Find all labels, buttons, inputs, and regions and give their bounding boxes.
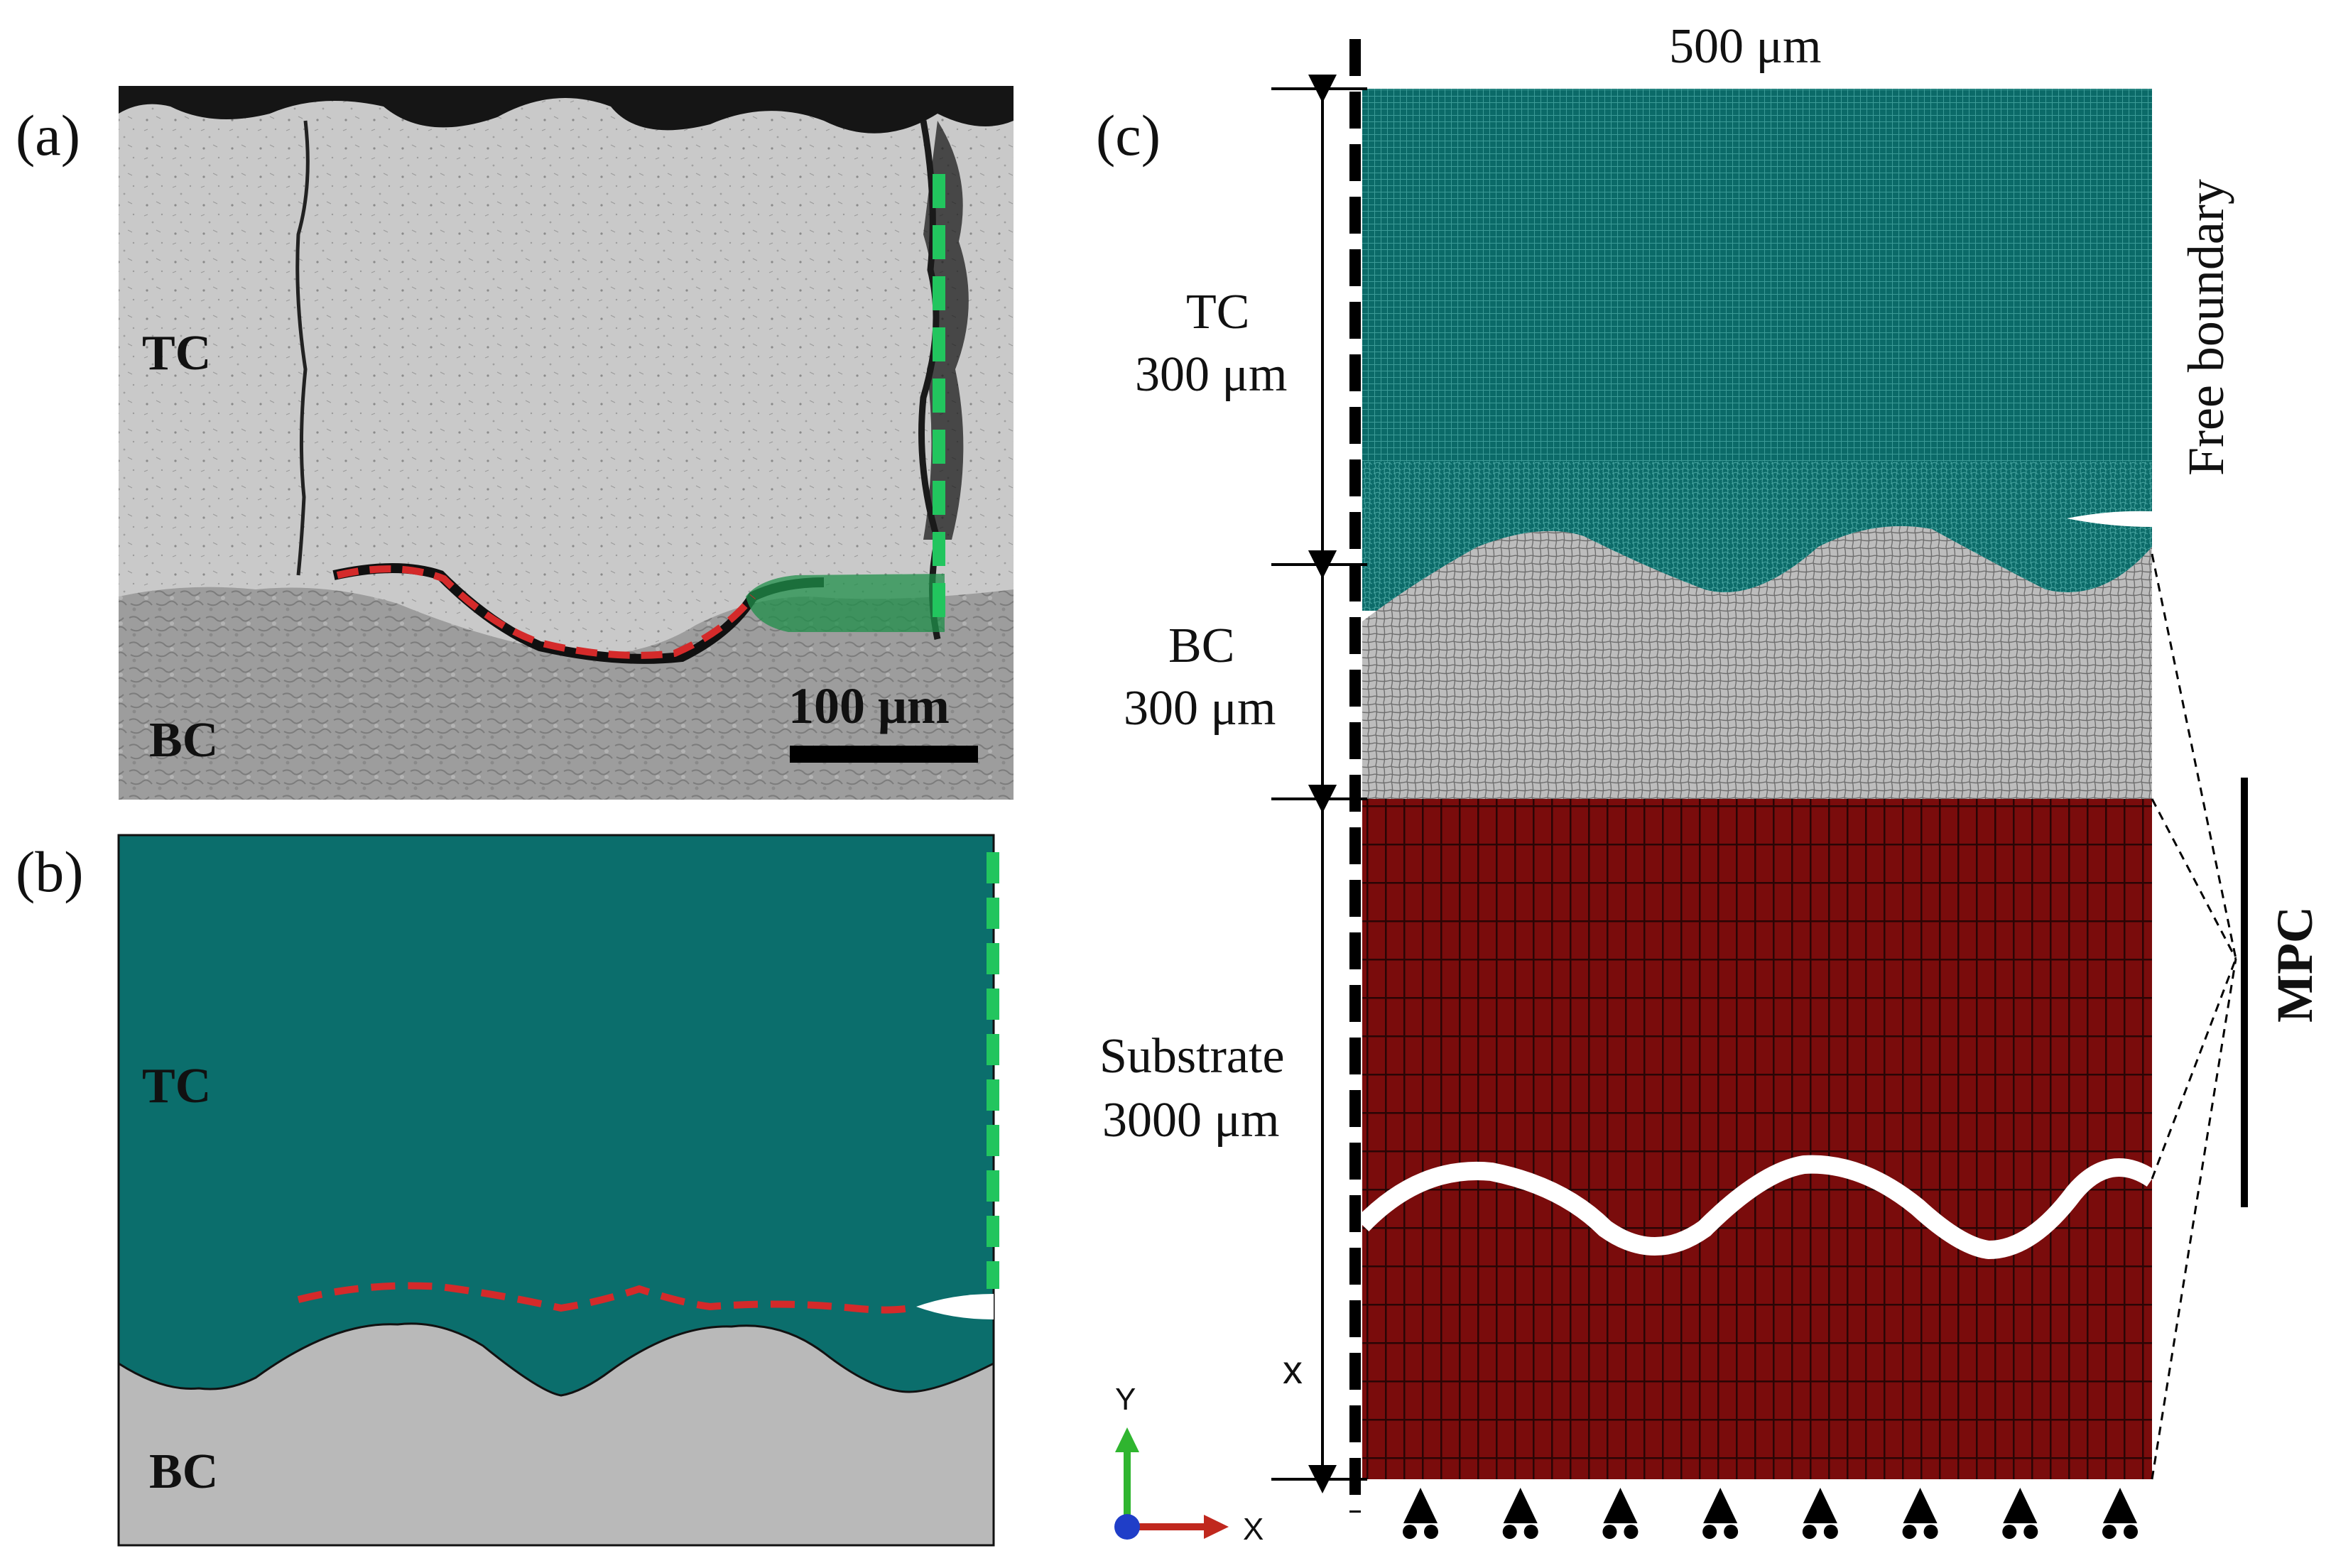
y-axis-arrowhead xyxy=(1115,1427,1139,1452)
coordinate-triad: Y X xyxy=(1114,1382,1264,1547)
roller-support xyxy=(2002,1488,2038,1539)
substrate-interface-curve xyxy=(1355,1155,2158,1260)
roller-support xyxy=(1403,1488,1438,1539)
roller-support xyxy=(2102,1488,2138,1539)
roller-support xyxy=(1602,1488,1639,1539)
y-axis-label: Y xyxy=(1115,1382,1136,1417)
scale-bar xyxy=(790,746,978,763)
roller-support xyxy=(1702,1488,1739,1539)
scale-bar-text: 100 μm xyxy=(788,677,950,734)
free-boundary-label: Free boundary xyxy=(2178,179,2234,476)
roller-support xyxy=(1902,1488,1938,1539)
mesh-substrate xyxy=(1362,799,2152,1479)
dimension-lines xyxy=(1271,75,1367,1493)
z-axis-dot xyxy=(1114,1514,1140,1540)
roller-supports xyxy=(1403,1488,2138,1539)
crack-path-red xyxy=(336,565,756,659)
delamination-highlight xyxy=(746,574,945,632)
roller-support xyxy=(1502,1488,1538,1539)
panel-a: (a) TC BC 100 μm xyxy=(16,86,1014,800)
x-dimension-label: x xyxy=(1283,1347,1303,1392)
schematic-crack-notch xyxy=(916,1294,994,1319)
tc-layer-thickness: 300 μm xyxy=(1135,347,1287,402)
micrograph-bc-label: BC xyxy=(149,713,218,768)
substrate-layer-name: Substrate xyxy=(1099,1029,1285,1084)
width-dimension-label: 500 μm xyxy=(1669,19,1821,74)
panel-b-label: (b) xyxy=(16,839,84,904)
panel-b: (b) TC BC xyxy=(16,834,999,1547)
panel-c: (c) 500 μm TC 300 μm BC 300 μm Substrate… xyxy=(1096,19,2323,1547)
x-axis-arrowhead xyxy=(1204,1515,1229,1539)
bc-layer-name: BC xyxy=(1168,619,1234,673)
roller-support xyxy=(1802,1488,1838,1539)
panel-a-label: (a) xyxy=(16,103,80,168)
schematic-bc-layer xyxy=(117,1322,995,1547)
micrograph-top-shadow xyxy=(119,86,1014,134)
mpc-connectors xyxy=(2151,553,2237,1480)
bc-layer-thickness: 300 μm xyxy=(1124,681,1276,736)
mesh-crack-notch xyxy=(2067,511,2152,527)
mesh-bc-layer xyxy=(1362,526,2152,799)
vertical-crack-left xyxy=(295,120,310,576)
panel-c-label: (c) xyxy=(1096,103,1161,168)
tc-layer-name: TC xyxy=(1186,285,1249,339)
x-axis-label: X xyxy=(1243,1512,1264,1547)
schematic-tc-label: TC xyxy=(142,1059,211,1114)
mesh-tc-fine xyxy=(1362,89,2152,462)
mpc-label: MPC xyxy=(2266,906,2323,1023)
schematic-bc-label: BC xyxy=(149,1444,218,1499)
schematic-crack-red xyxy=(297,1282,918,1314)
micrograph-tc-label: TC xyxy=(142,326,211,381)
substrate-layer-thickness: 3000 μm xyxy=(1102,1093,1279,1148)
